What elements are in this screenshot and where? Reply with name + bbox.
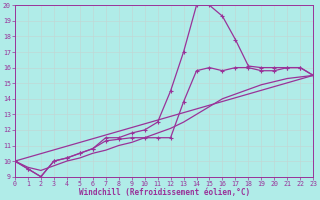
X-axis label: Windchill (Refroidissement éolien,°C): Windchill (Refroidissement éolien,°C) xyxy=(78,188,250,197)
